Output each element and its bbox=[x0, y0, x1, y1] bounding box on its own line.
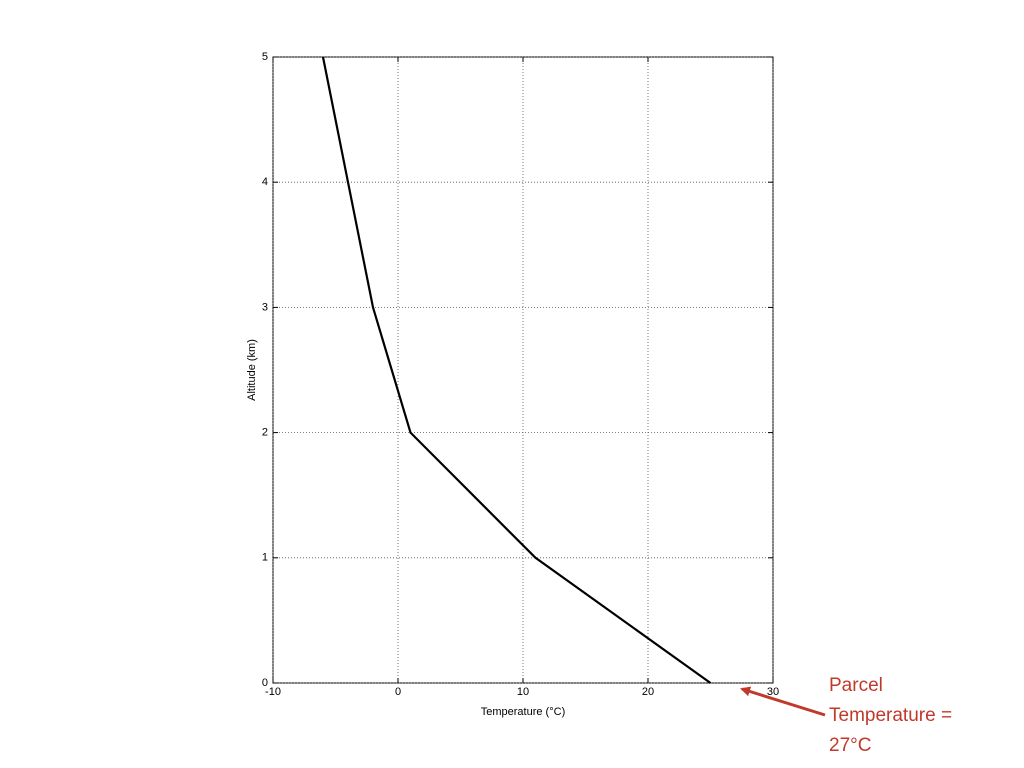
y-tick-label: 2 bbox=[262, 427, 268, 439]
x-tick-label: 20 bbox=[642, 686, 654, 698]
y-tick-label: 3 bbox=[262, 301, 268, 313]
y-tick-label: 0 bbox=[262, 677, 268, 689]
annotation-arrow bbox=[740, 686, 826, 717]
data-line bbox=[321, 56, 712, 684]
x-tick-label: 0 bbox=[395, 686, 401, 698]
y-tick-label: 5 bbox=[262, 51, 268, 63]
annotation-text: Parcel bbox=[829, 675, 883, 696]
x-tick-label: -10 bbox=[265, 686, 281, 698]
y-tick-label: 4 bbox=[262, 176, 268, 188]
y-tick-label: 1 bbox=[262, 552, 268, 564]
x-tick-label: 10 bbox=[517, 686, 529, 698]
x-tick-label: 30 bbox=[767, 686, 779, 698]
annotation-text: 27°C bbox=[829, 735, 871, 756]
annotation-text: Temperature = bbox=[829, 705, 952, 726]
x-axis-label: Temperature (°C) bbox=[481, 706, 565, 718]
y-axis-label: Altitude (km) bbox=[246, 339, 258, 401]
